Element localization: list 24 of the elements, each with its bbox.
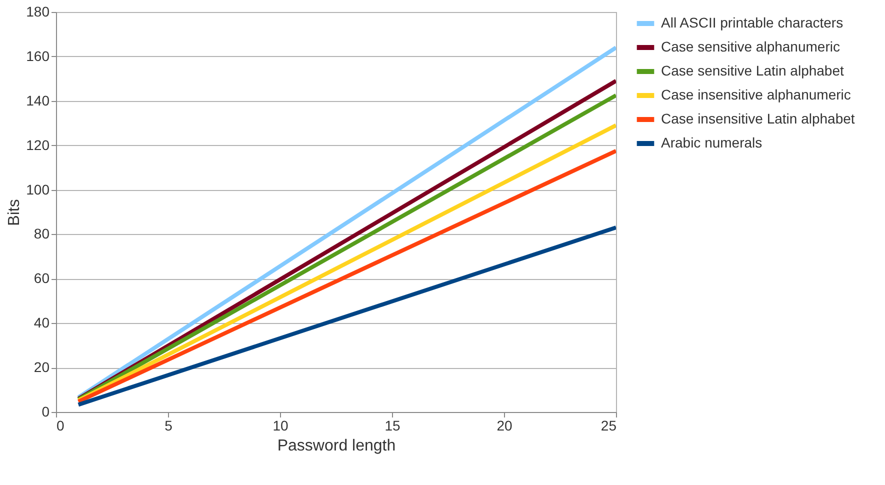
y-tick-label: 40 bbox=[34, 314, 50, 331]
y-tick-label: 160 bbox=[26, 48, 50, 64]
legend-label: Case sensitive alphanumeric bbox=[661, 38, 840, 54]
y-tick-label: 140 bbox=[26, 92, 50, 108]
x-tick-label: 0 bbox=[56, 418, 64, 434]
x-tick-label: 10 bbox=[272, 418, 288, 434]
y-tick-label: 120 bbox=[26, 136, 50, 153]
y-tick-label: 60 bbox=[34, 270, 50, 286]
y-axis-title: Bits bbox=[6, 199, 24, 226]
legend-label: All ASCII printable characters bbox=[661, 14, 844, 30]
x-tick-label: 15 bbox=[384, 418, 400, 434]
legend-label: Case sensitive Latin alphabet bbox=[661, 62, 844, 78]
legend-label: Arabic numerals bbox=[661, 134, 762, 150]
x-tick-label: 25 bbox=[600, 418, 617, 434]
x-axis-title: Password length bbox=[277, 438, 396, 454]
y-tick-label: 100 bbox=[26, 181, 50, 198]
y-tick-label: 0 bbox=[42, 404, 50, 420]
y-tick-label: 180 bbox=[26, 4, 50, 20]
legend-label: Case insensitive Latin alphabet bbox=[661, 110, 855, 126]
x-tick-label: 5 bbox=[164, 418, 173, 434]
y-tick-label: 20 bbox=[34, 359, 50, 376]
y-tick-label: 80 bbox=[34, 226, 50, 242]
x-tick-label: 20 bbox=[496, 418, 512, 434]
legend-label: Case insensitive alphanumeric bbox=[661, 86, 851, 102]
